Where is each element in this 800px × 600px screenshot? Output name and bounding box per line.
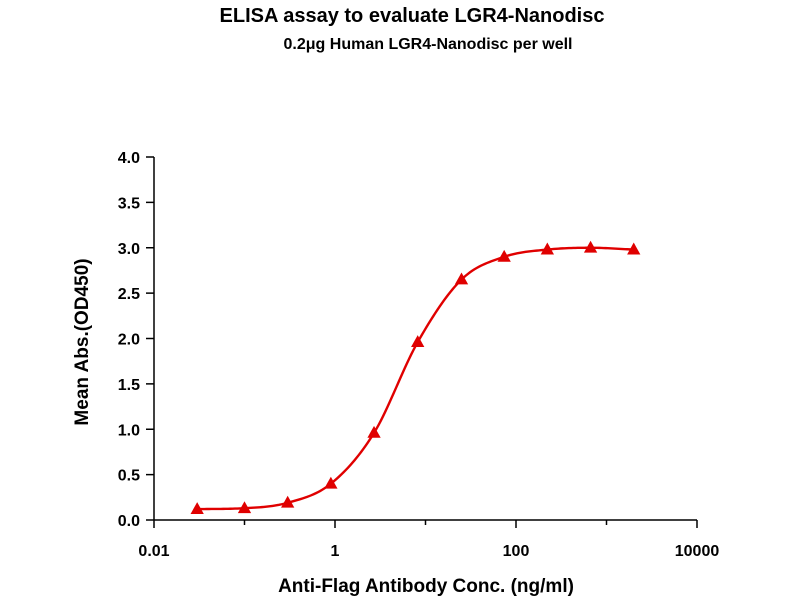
data-points (190, 240, 641, 515)
fit-curve (197, 246, 634, 511)
y-tick-label: 4.0 (118, 150, 140, 167)
x-ticks: 0.01 1 100 10000 (138, 520, 719, 560)
y-axis: 0.0 0.5 1.0 1.5 2.0 2.5 3.0 3.5 4.0 (118, 150, 155, 530)
x-tick-label: 10000 (675, 543, 720, 560)
y-tick-label: 2.5 (118, 286, 140, 303)
y-ticks: 0.0 0.5 1.0 1.5 2.0 2.5 3.0 3.5 4.0 (118, 150, 154, 530)
x-tick-label: 100 (503, 543, 530, 560)
data-point-8 (540, 242, 554, 255)
data-point-0 (190, 502, 204, 515)
x-tick-label: 1 (331, 543, 340, 560)
x-axis: 0.01 1 100 10000 (138, 519, 719, 560)
data-point-2 (281, 495, 295, 508)
data-point-9 (583, 240, 598, 253)
y-axis-label: Mean Abs.(OD450) (72, 258, 93, 425)
data-point-5 (411, 335, 425, 348)
chart-subtitle: 0.2μg Human LGR4-Nanodisc per well (284, 36, 573, 53)
chart-title: ELISA assay to evaluate LGR4-Nanodisc (220, 5, 605, 27)
data-point-10 (627, 242, 641, 255)
x-tick-label: 0.01 (138, 543, 169, 560)
y-tick-label: 0.5 (118, 468, 140, 485)
y-tick-label: 0.0 (118, 513, 140, 530)
y-tick-label: 3.0 (118, 241, 140, 258)
y-tick-label: 3.5 (118, 195, 140, 212)
data-point-4 (367, 425, 381, 438)
data-point-6 (454, 272, 469, 285)
data-point-1 (237, 501, 252, 514)
data-point-3 (324, 476, 338, 489)
y-tick-label: 1.0 (118, 422, 140, 439)
y-tick-label: 2.0 (118, 332, 140, 349)
y-tick-label: 1.5 (118, 377, 140, 394)
fit-curve-layer (197, 246, 634, 511)
x-axis-label: Anti-Flag Antibody Conc. (ng/ml) (278, 576, 574, 597)
data-point-7 (497, 249, 511, 262)
